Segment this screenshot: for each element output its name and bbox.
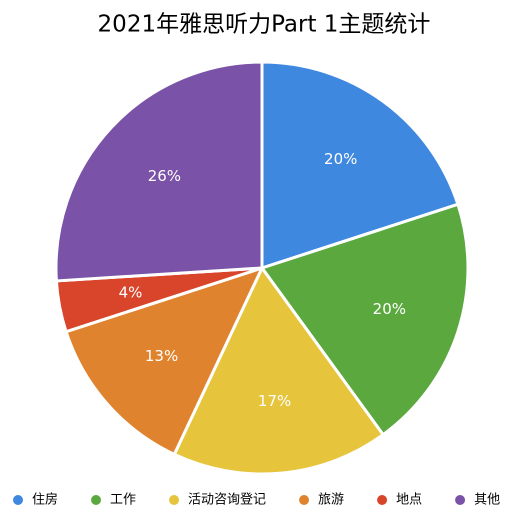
legend-label: 住房 <box>32 492 58 508</box>
legend-label: 地点 <box>396 493 422 508</box>
pie-slice <box>172 266 385 476</box>
data-label: 20% <box>324 150 357 168</box>
data-label: 26% <box>148 167 181 185</box>
legend-label: 旅游 <box>318 493 344 508</box>
legend-marker <box>299 495 310 505</box>
legend-label: 工作 <box>110 493 136 508</box>
legend-label: 其他 <box>474 493 500 508</box>
data-label: 13% <box>145 347 178 365</box>
data-label: 17% <box>258 392 291 410</box>
pie-slice <box>260 60 460 270</box>
legend-marker <box>91 495 102 505</box>
pie-slice <box>260 202 470 437</box>
legend-label: 活动咨询登记 <box>188 493 266 508</box>
legend-marker <box>13 495 23 505</box>
legend-marker <box>455 495 466 505</box>
legend-marker <box>169 495 180 505</box>
data-label: 20% <box>373 300 406 318</box>
chart-title: 2021年雅思听力Part 1主题统计 <box>98 12 431 38</box>
legend-marker <box>377 495 388 505</box>
data-label: 4% <box>119 284 143 302</box>
pie-slice <box>64 266 264 456</box>
pie-slice <box>54 60 264 283</box>
